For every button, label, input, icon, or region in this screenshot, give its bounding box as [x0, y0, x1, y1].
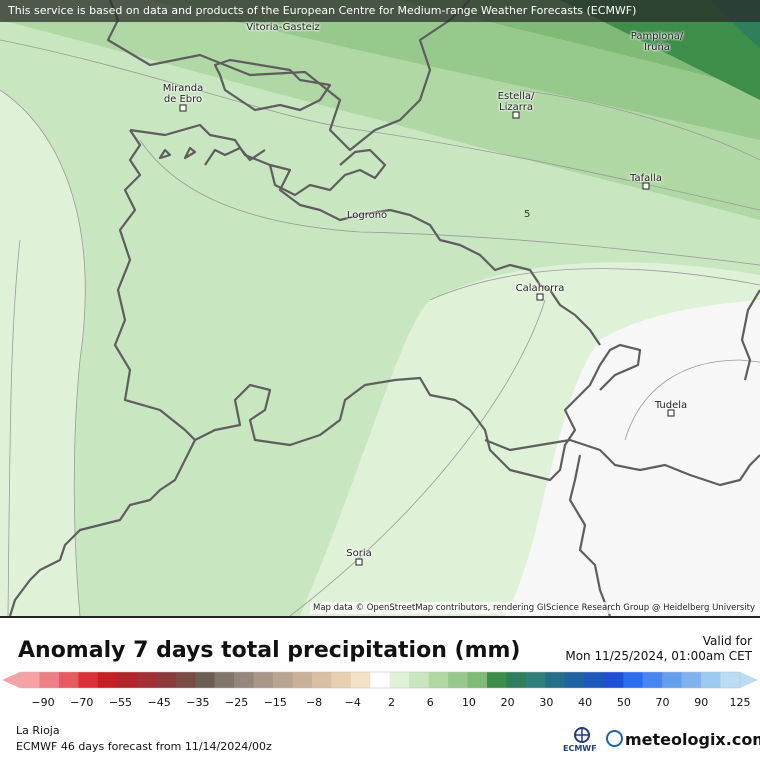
legend-tick-label: 50: [616, 696, 631, 709]
valid-time-value: Mon 11/25/2024, 01:00am CET: [565, 649, 752, 663]
legend-swatch: [97, 672, 118, 688]
city-label-tafalla: Tafalla: [630, 173, 662, 184]
legend-tick-label: 70: [655, 696, 670, 709]
city-marker-miranda-de-ebro: [179, 104, 187, 112]
legend-tick-label: 10: [461, 696, 476, 709]
legend-swatch: [389, 672, 410, 688]
legend-tick-label: −25: [225, 696, 249, 709]
city-label-tudela: Tudela: [654, 400, 688, 411]
legend-swatch: [272, 672, 293, 688]
legend-swatch: [234, 672, 255, 688]
city-marker-tudela: [667, 409, 675, 417]
meteologix-brand-text: meteologix.com: [625, 730, 760, 749]
legend-swatch: [214, 672, 235, 688]
city-label-soria: Soria: [346, 548, 372, 559]
legend-tick-label: 2: [388, 696, 395, 709]
legend-tick-label: −4: [344, 696, 361, 709]
city-label-vitoria-gasteiz: Vitoria-Gasteiz: [246, 22, 320, 33]
band-near-zero: [505, 300, 760, 616]
legend-tick-label: 125: [729, 696, 751, 709]
city-label-estella: Estella/ Lizarra: [497, 91, 535, 113]
legend-swatch: [662, 672, 683, 688]
admin-borders: [8, 0, 760, 616]
legend-swatch: [292, 672, 313, 688]
legend-outline: [19, 671, 741, 689]
band-40-50: [560, 0, 760, 100]
meteologix-icon: [606, 730, 623, 747]
legend-tick-label: 6: [426, 696, 434, 709]
legend-swatch: [448, 672, 469, 688]
city-label-calahorra: Calahorra: [515, 283, 565, 294]
legend-tick-label: −35: [186, 696, 210, 709]
legend-swatch: [623, 672, 644, 688]
legend-swatch: [156, 672, 177, 688]
legend-tick-label: −55: [108, 696, 133, 709]
legend-swatch: [39, 672, 60, 688]
legend-tick-label: 30: [539, 696, 554, 709]
legend-swatch: [253, 672, 274, 688]
legend-swatch: [681, 672, 702, 688]
legend-swatch: [350, 672, 371, 688]
valid-for-label: Valid for: [702, 634, 752, 648]
legend-tick-label: −90: [31, 696, 55, 709]
legend-swatch: [525, 672, 546, 688]
city-marker-calahorra: [536, 293, 544, 301]
city-marker-soria: [355, 558, 363, 566]
ecmwf-notice-banner: This service is based on data and produc…: [0, 0, 760, 22]
legend-swatch: [506, 672, 527, 688]
legend-swatch: [20, 672, 40, 688]
legend-swatch: [175, 672, 196, 688]
ecmwf-logo-icon[interactable]: [562, 726, 602, 756]
legend-swatch: [564, 672, 585, 688]
legend-swatch: [78, 672, 99, 688]
legend-swatch: [584, 672, 605, 688]
meteologix-brand[interactable]: meteologix.com: [606, 730, 760, 749]
city-label-miranda-de-ebro: Miranda de Ebro: [162, 83, 204, 105]
legend-tick-label: −70: [70, 696, 94, 709]
legend-tick-label: 20: [500, 696, 515, 709]
legend-swatch: [331, 672, 352, 688]
legend-swatch: [720, 672, 741, 688]
valid-time-block: Valid for Mon 11/25/2024, 01:00am CET: [565, 634, 752, 664]
legend-swatch: [467, 672, 488, 688]
ecmwf-logo-text: ECMWF: [563, 744, 597, 753]
city-label-pamplona: Pamplona/ Iruña: [630, 31, 684, 53]
contour-value-label: 5: [524, 209, 531, 220]
map-canvas: [0, 0, 760, 616]
legend-swatch: [136, 672, 157, 688]
city-marker-tafalla: [642, 182, 650, 190]
legend-tick-label: −45: [147, 696, 171, 709]
legend-swatch: [701, 672, 722, 688]
contour-lines: [0, 39, 760, 616]
legend-tick-label: 90: [694, 696, 709, 709]
page-title: Anomaly 7 days total precipitation (mm): [18, 638, 521, 663]
legend-swatch: [487, 672, 507, 688]
model-info: ECMWF 46 days forecast from 11/14/2024/0…: [16, 740, 272, 753]
legend-tick-label: −15: [263, 696, 287, 709]
region-name: La Rioja: [16, 724, 60, 737]
legend-swatch: [117, 672, 138, 688]
legend-tick-label: 40: [578, 696, 593, 709]
legend-left-arrow: [2, 672, 20, 688]
city-marker-estella: [512, 111, 520, 119]
legend-tick-label: −8: [305, 696, 323, 709]
legend-swatch: [58, 672, 79, 688]
color-legend: [2, 671, 758, 689]
legend-swatch: [642, 672, 663, 688]
legend-swatch: [195, 672, 216, 688]
legend-right-arrow: [740, 672, 758, 688]
legend-swatch: [545, 672, 566, 688]
map-attribution[interactable]: Map data © OpenStreetMap contributors, r…: [310, 602, 758, 614]
legend-swatch: [428, 672, 449, 688]
legend-swatch: [370, 672, 391, 688]
legend-swatch: [409, 672, 430, 688]
legend-swatch: [603, 672, 624, 688]
city-label-logrono: Logroño: [346, 210, 388, 221]
legend-swatch: [311, 672, 332, 688]
precipitation-map[interactable]: This service is based on data and produc…: [0, 0, 760, 618]
